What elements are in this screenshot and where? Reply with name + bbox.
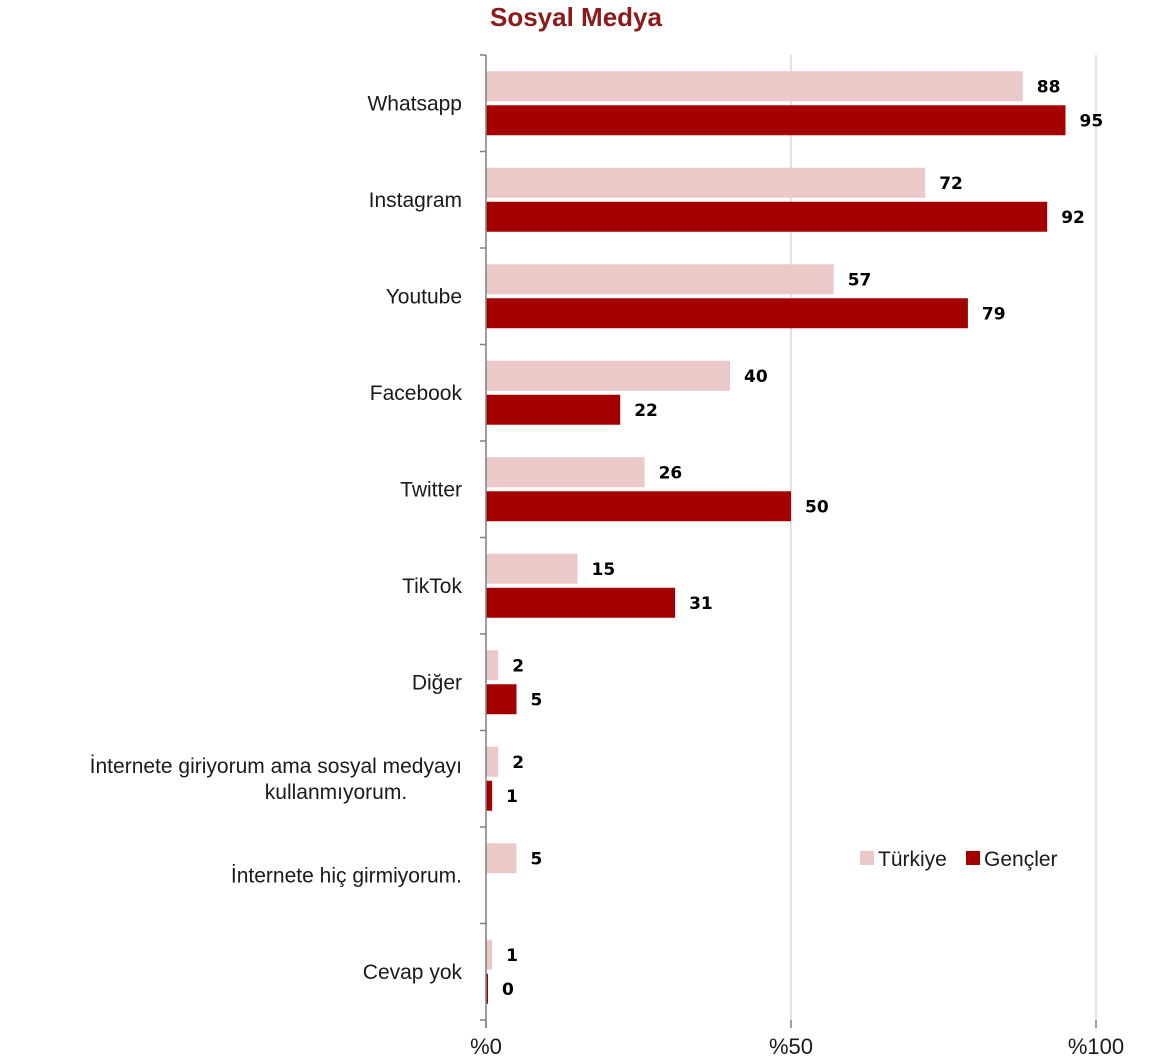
category-label: İnternete hiç girmiyorum. <box>231 864 462 887</box>
bar <box>486 457 645 488</box>
bar <box>486 394 621 425</box>
bar <box>486 843 517 874</box>
bar <box>486 780 493 811</box>
category-label: Youtube <box>386 285 462 308</box>
bar <box>486 360 730 391</box>
bar <box>486 105 1066 136</box>
x-tick-label: %0 <box>470 1034 502 1059</box>
bar <box>486 939 493 970</box>
data-label: 2 <box>512 753 524 773</box>
bar <box>486 684 517 715</box>
chart-title: Sosyal Medya <box>490 2 663 32</box>
legend-swatch-turkiye <box>860 851 874 865</box>
data-label: 22 <box>634 401 658 421</box>
bar <box>486 491 791 522</box>
bars <box>486 71 1066 1004</box>
bar <box>486 264 834 295</box>
x-tick-label: %100 <box>1068 1034 1124 1059</box>
data-label: 95 <box>1080 111 1104 131</box>
bar <box>486 553 578 584</box>
axes: %0 %50 %100 <box>470 54 1124 1059</box>
data-label: 40 <box>744 367 768 387</box>
gridlines <box>790 55 1097 1020</box>
category-label: İnternete giriyorum ama sosyal medyayı <box>90 755 462 778</box>
data-label: 72 <box>939 174 963 194</box>
data-label: 92 <box>1061 208 1085 228</box>
legend-swatch-gencler <box>966 851 980 865</box>
category-label: kullanmıyorum. <box>265 781 407 804</box>
bar <box>486 167 926 198</box>
data-label: 50 <box>805 497 829 517</box>
category-label: Twitter <box>400 478 462 501</box>
category-label: Instagram <box>369 189 462 212</box>
legend: Türkiye Gençler <box>860 848 1058 871</box>
category-label: Cevap yok <box>363 961 463 984</box>
data-label: 88 <box>1037 77 1061 97</box>
data-label: 57 <box>848 270 872 290</box>
data-label: 31 <box>689 594 713 614</box>
data-label: 1 <box>506 946 518 966</box>
data-label: 5 <box>531 849 543 869</box>
bar <box>486 650 499 681</box>
x-tick-label: %50 <box>769 1034 813 1059</box>
category-label: Facebook <box>370 382 463 405</box>
data-label: 15 <box>592 560 616 580</box>
data-label: 79 <box>982 304 1006 324</box>
bar <box>486 298 968 329</box>
bar <box>486 201 1048 232</box>
category-label: Diğer <box>412 671 462 694</box>
legend-label-turkiye: Türkiye <box>878 848 947 871</box>
bar <box>486 587 676 618</box>
value-labels: 8895Whatsapp7292Instagram5779Youtube4022… <box>90 77 1104 1000</box>
category-label: TikTok <box>402 575 462 598</box>
data-label: 5 <box>531 690 543 710</box>
data-label: 1 <box>506 787 518 807</box>
data-label: 0 <box>502 980 514 1000</box>
legend-label-gencler: Gençler <box>984 848 1058 871</box>
data-label: 26 <box>659 463 683 483</box>
data-label: 2 <box>512 656 524 676</box>
bar <box>486 973 488 1004</box>
category-label: Whatsapp <box>367 92 462 115</box>
bar <box>486 71 1023 102</box>
bar <box>486 746 499 777</box>
